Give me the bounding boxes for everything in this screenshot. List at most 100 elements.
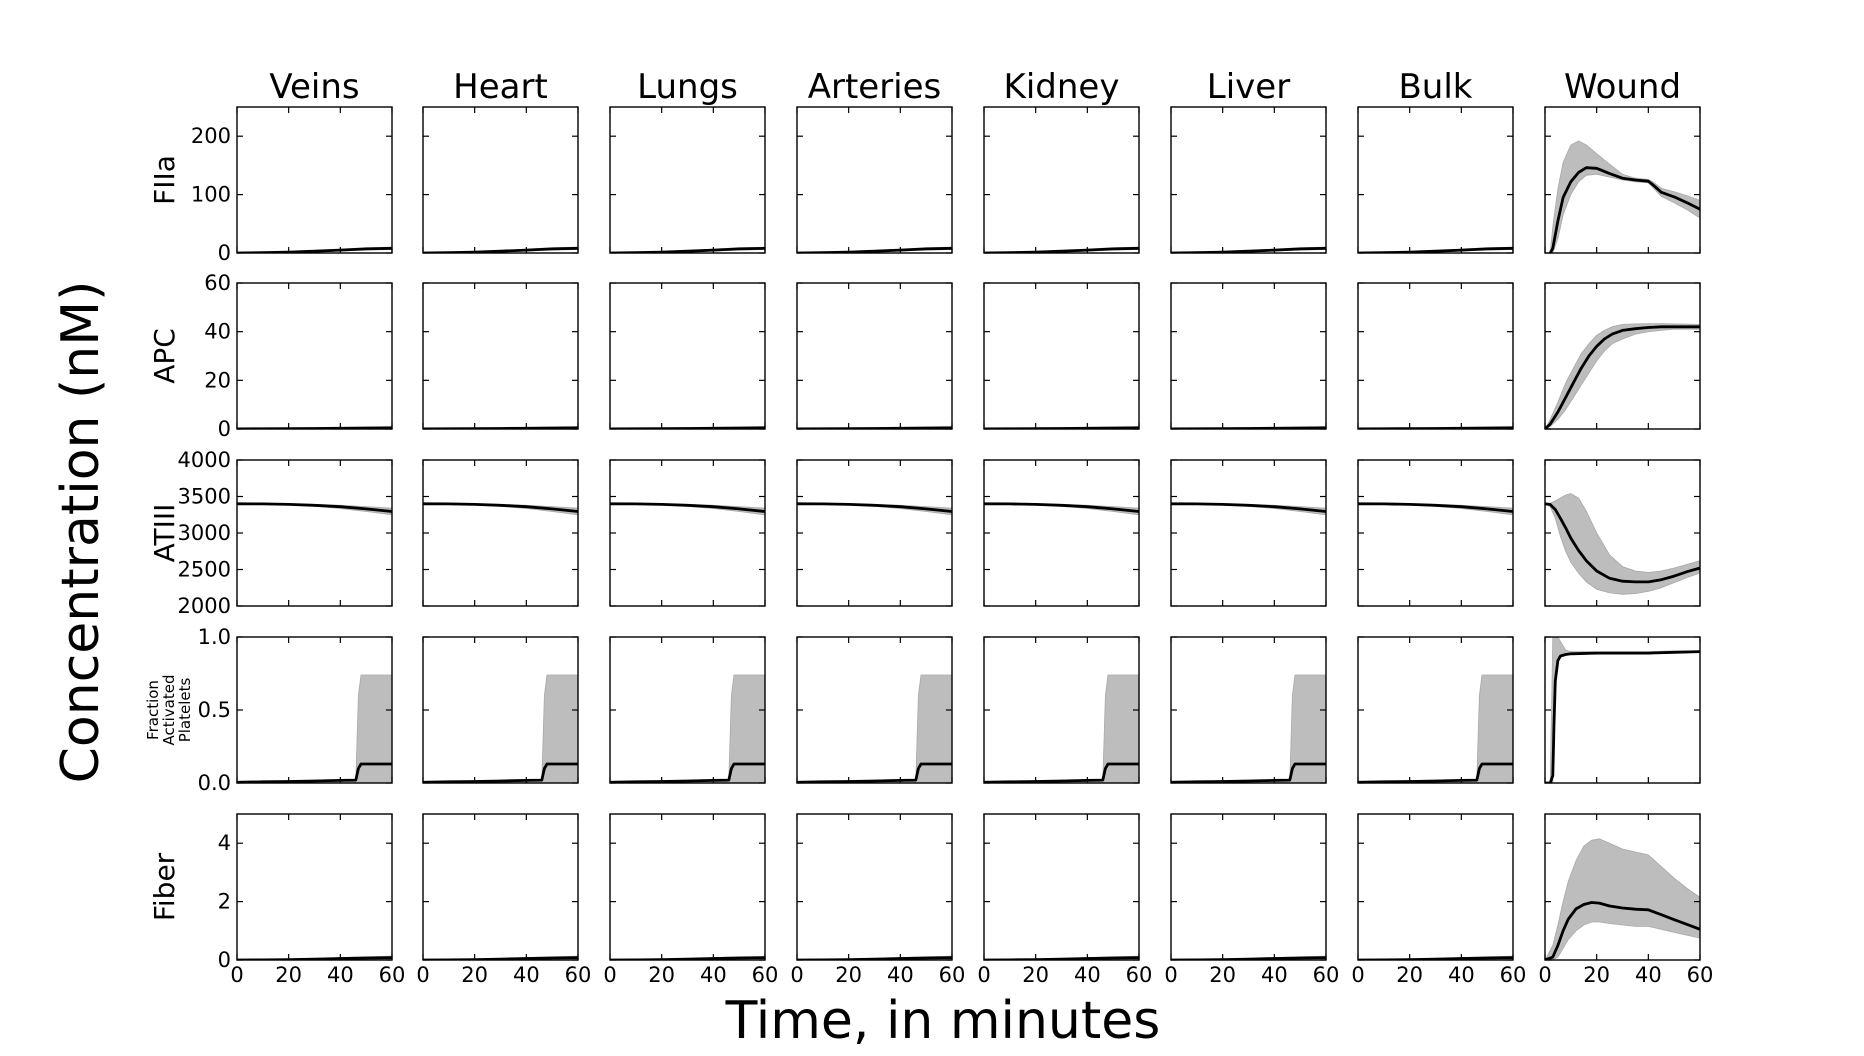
x-tick-label: 60 — [565, 963, 592, 987]
column-title-veins: Veins — [269, 67, 359, 107]
y-tick-label: 40 — [204, 320, 231, 344]
x-tick-label: 20 — [461, 963, 488, 987]
panel-frame — [236, 813, 393, 961]
panel-frame — [983, 813, 1140, 961]
panel-atiii-wound — [1544, 459, 1701, 607]
panel-frame — [236, 636, 393, 784]
mean-line — [423, 762, 578, 783]
row-label-fiber: Fiber — [148, 852, 181, 921]
y-tick-label: 0.0 — [198, 771, 231, 795]
panel-frame — [609, 813, 766, 961]
panel-apc-liver — [1170, 282, 1327, 430]
mean-line — [1358, 246, 1513, 253]
mean-line — [1358, 762, 1513, 783]
panel-frame — [236, 106, 393, 254]
panel-frame — [609, 636, 766, 784]
confidence-band — [1545, 323, 1700, 429]
panel-atiii-lungs — [609, 459, 766, 607]
panel-frame — [1170, 459, 1327, 607]
x-tick-label: 40 — [1448, 963, 1475, 987]
x-tick-label: 0 — [1164, 963, 1177, 987]
row-label-atiii: ATIII — [148, 504, 181, 563]
y-tick-label: 0 — [218, 241, 231, 265]
x-tick-label: 20 — [275, 963, 302, 987]
mean-line — [423, 502, 578, 513]
panel-apc-arteries — [796, 282, 953, 430]
x-tick-label: 40 — [1635, 963, 1662, 987]
column-title-liver: Liver — [1207, 67, 1290, 107]
confidence-band — [423, 674, 578, 783]
panel-fraction-activated-platelets-arteries — [796, 636, 953, 784]
panel-atiii-kidney — [983, 459, 1140, 607]
y-tick-label: 3000 — [178, 521, 231, 545]
mean-line — [797, 762, 952, 783]
svg-text:FractionActivatedPlatelets: FractionActivatedPlatelets — [144, 675, 194, 746]
y-tick-label: 200 — [191, 124, 231, 148]
x-tick-label: 0 — [230, 963, 243, 987]
column-title-arteries: Arteries — [808, 67, 942, 107]
panel-frame — [422, 459, 579, 607]
panel-frame — [983, 106, 1140, 254]
x-tick-label: 40 — [513, 963, 540, 987]
mean-line — [1171, 502, 1326, 513]
x-tick-label: 60 — [752, 963, 779, 987]
y-tick-label: 4 — [218, 831, 231, 855]
row-label-fiia: FIIa — [148, 155, 181, 205]
y-tick-label: 2500 — [178, 558, 231, 582]
panel-fiia-kidney — [983, 106, 1140, 254]
row-label-line: Platelets — [176, 678, 194, 743]
mean-line — [984, 762, 1139, 783]
x-tick-label: 40 — [1261, 963, 1288, 987]
row-label-apc: APC — [148, 328, 181, 384]
panel-fiia-heart — [422, 106, 579, 254]
y-tick-label: 60 — [204, 271, 231, 295]
mean-line — [1358, 502, 1513, 513]
panel-fraction-activated-platelets-bulk — [1357, 636, 1514, 784]
x-tick-label: 0 — [977, 963, 990, 987]
mean-line — [610, 502, 765, 513]
y-tick-label: 3500 — [178, 485, 231, 509]
panel-frame — [1170, 106, 1327, 254]
panel-apc-veins — [236, 282, 393, 430]
x-tick-label: 40 — [1074, 963, 1101, 987]
x-tick-label: 20 — [1396, 963, 1423, 987]
panel-fiber-bulk — [1357, 813, 1514, 961]
mean-line — [237, 502, 392, 513]
x-tick-label: 40 — [327, 963, 354, 987]
panel-fiia-arteries — [796, 106, 953, 254]
panel-frame — [1170, 282, 1327, 430]
panel-fiber-wound — [1544, 813, 1701, 961]
x-tick-label: 20 — [648, 963, 675, 987]
mean-line — [1171, 246, 1326, 253]
y-tick-label: 0 — [218, 417, 231, 441]
panel-fraction-activated-platelets-heart — [422, 636, 579, 784]
panel-frame — [983, 282, 1140, 430]
mean-line — [237, 246, 392, 253]
panel-atiii-liver — [1170, 459, 1327, 607]
panel-apc-lungs — [609, 282, 766, 430]
panel-frame — [1357, 459, 1514, 607]
mean-line — [1545, 502, 1700, 584]
mean-line — [1545, 325, 1700, 429]
panel-frame — [1357, 282, 1514, 430]
panel-atiii-heart — [422, 459, 579, 607]
column-title-lungs: Lungs — [637, 67, 738, 107]
panel-atiii-veins — [236, 459, 393, 607]
confidence-band — [1545, 637, 1700, 783]
confidence-band — [1545, 493, 1700, 595]
panel-fiber-heart — [422, 813, 579, 961]
mean-line — [423, 246, 578, 253]
x-tick-label: 0 — [1351, 963, 1364, 987]
panel-frame — [983, 636, 1140, 784]
panel-frame — [1544, 459, 1701, 607]
panel-frame — [796, 282, 953, 430]
y-tick-label: 100 — [191, 183, 231, 207]
panel-frame — [236, 459, 393, 607]
mean-line — [1545, 650, 1700, 783]
column-title-wound: Wound — [1564, 67, 1681, 107]
panel-fraction-activated-platelets-veins — [236, 636, 393, 784]
x-tick-label: 60 — [939, 963, 966, 987]
column-title-bulk: Bulk — [1398, 67, 1472, 107]
panel-frame — [796, 106, 953, 254]
